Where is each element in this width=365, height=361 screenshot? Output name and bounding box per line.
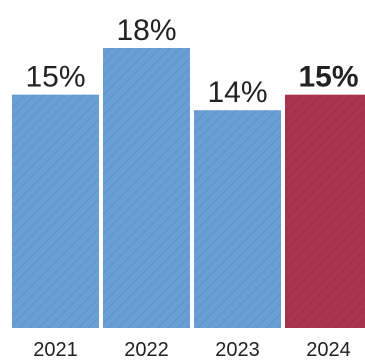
x-tick-label-2024: 2024	[306, 339, 351, 361]
bar-2024	[285, 94, 365, 329]
x-tick-label-2021: 2021	[33, 339, 78, 361]
data-label-2021: 15%	[25, 61, 85, 94]
bar-2023	[194, 110, 281, 328]
bar-2021	[12, 94, 99, 329]
bar-2022	[103, 48, 190, 328]
data-label-2023: 14%	[207, 76, 267, 109]
x-tick-label-2023: 2023	[215, 339, 260, 361]
bar-hatch	[103, 48, 190, 328]
data-labels: 15% 18% 14% 15%	[25, 14, 358, 109]
data-label-2022: 18%	[116, 14, 176, 47]
data-label-2024: 15%	[298, 61, 358, 94]
bars	[12, 48, 365, 329]
bar-hatch	[194, 110, 281, 328]
bar-hatch	[285, 94, 365, 329]
x-axis-tick-labels: 2021 2022 2023 2024	[33, 339, 351, 361]
x-tick-label-2022: 2022	[124, 339, 169, 361]
bar-hatch	[12, 94, 99, 329]
